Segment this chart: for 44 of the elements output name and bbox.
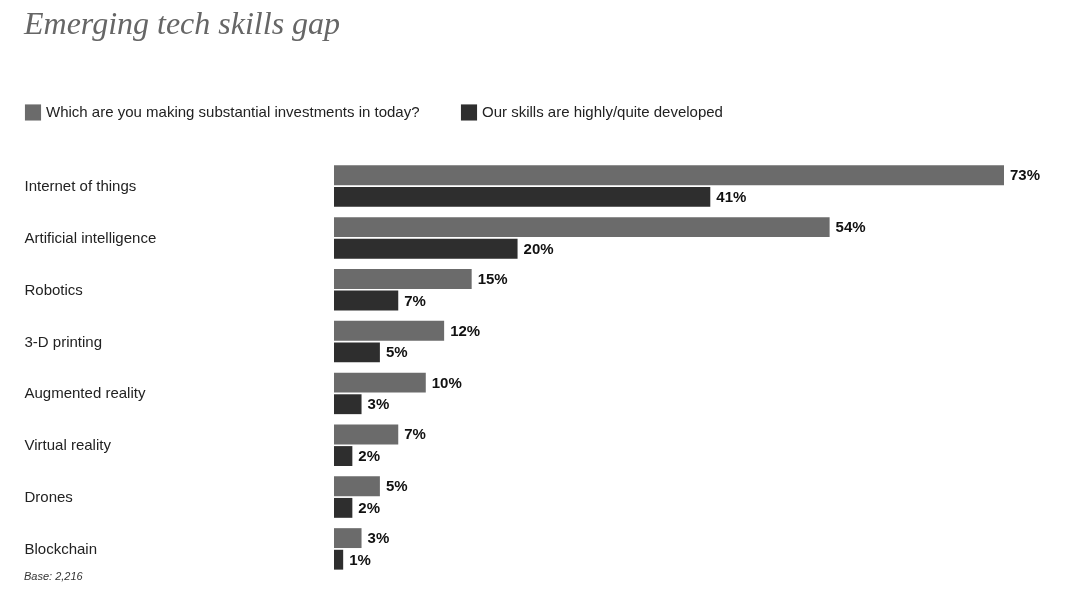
data-label: 2%: [358, 498, 381, 516]
chart-title: Emerging tech skills gap: [23, 5, 341, 41]
bar: [334, 165, 1004, 186]
data-label: 3%: [367, 395, 390, 413]
data-label: 12%: [450, 321, 481, 339]
data-label: 3%: [367, 529, 390, 547]
data-label: 5%: [385, 477, 408, 495]
bar: [334, 424, 399, 445]
bar: [334, 186, 711, 207]
y-tick-label: Robotics: [24, 280, 83, 298]
data-label: 2%: [358, 447, 381, 465]
data-label: 15%: [477, 269, 508, 287]
data-label: 54%: [835, 218, 866, 236]
y-tick-label: Virtual reality: [24, 436, 112, 454]
bar: [334, 217, 830, 238]
bar: [334, 549, 344, 570]
data-label: 20%: [523, 239, 554, 257]
data-label: 7%: [404, 291, 426, 309]
text: Base: 2,216: [24, 570, 83, 582]
legend-label: Which are you making substantial investments in today?: [46, 103, 420, 121]
data-label: 5%: [385, 343, 408, 361]
data-label: 73%: [1010, 166, 1041, 184]
data-label: 1%: [349, 550, 371, 568]
data-label: 7%: [404, 425, 426, 443]
bar: [334, 446, 353, 466]
data-label: 10%: [431, 373, 462, 391]
bar: [334, 238, 518, 259]
y-tick-label: Blockchain: [24, 539, 98, 557]
bar: [334, 372, 426, 393]
legend-label: Our skills are highly/quite developed: [482, 103, 723, 121]
y-tick-label: Augmented reality: [24, 384, 146, 402]
data-label: 41%: [716, 187, 747, 205]
bar: [334, 320, 445, 341]
bar: [334, 394, 362, 415]
y-tick-label: Drones: [24, 488, 73, 506]
bar: [334, 342, 380, 363]
y-tick-label: Internet of things: [24, 177, 137, 195]
y-tick-label: Artificial intelligence: [24, 228, 157, 246]
bar: [334, 269, 472, 289]
bar: [334, 476, 380, 497]
bar: [334, 497, 353, 518]
y-tick-label: 3-D printing: [24, 332, 103, 350]
bar: [334, 528, 362, 549]
bar: [334, 290, 399, 311]
